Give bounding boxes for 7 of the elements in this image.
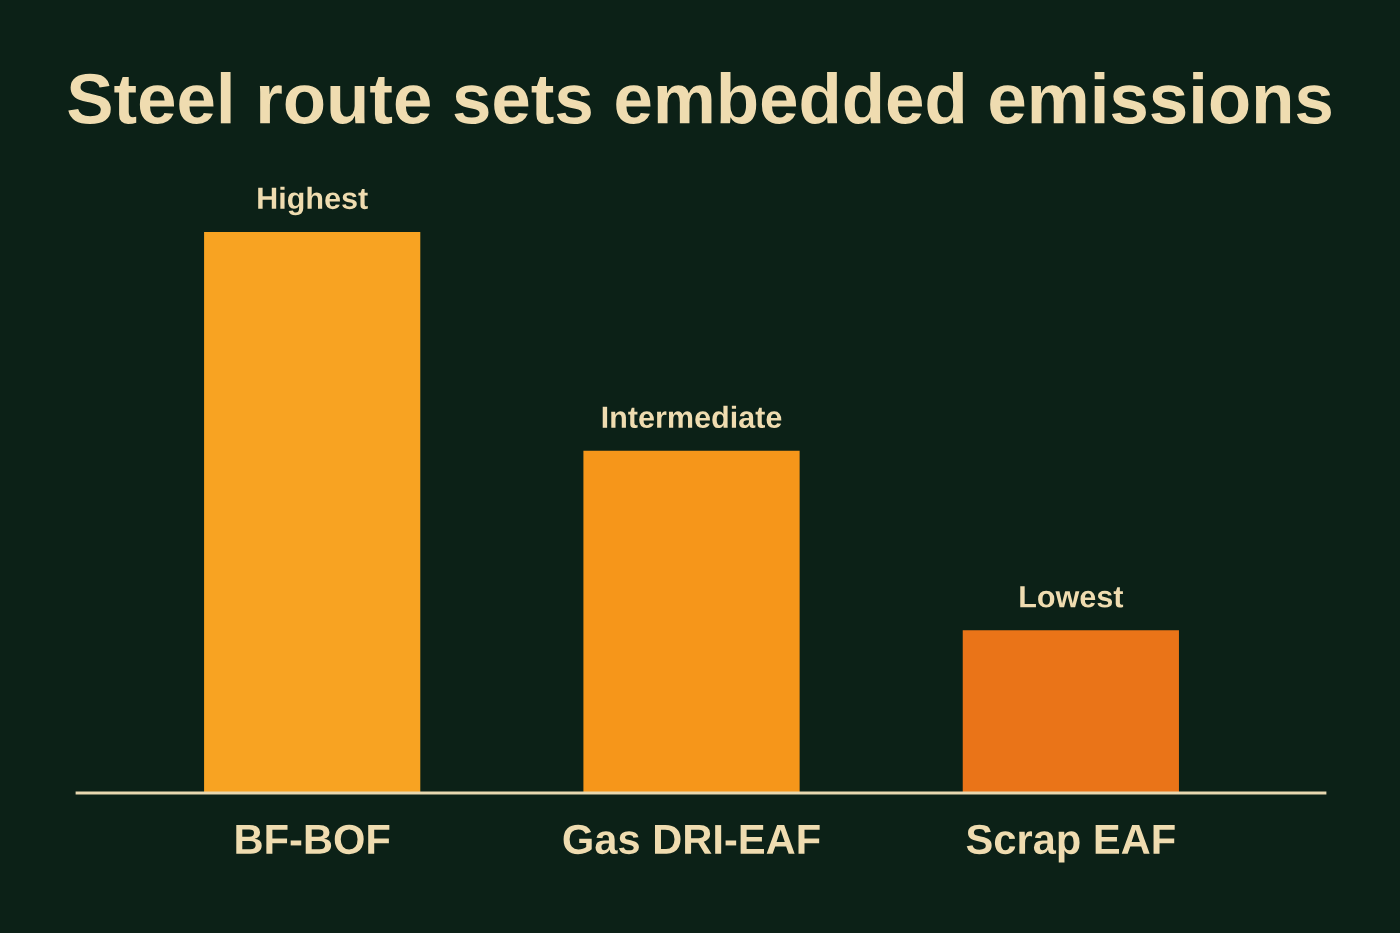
- x-tick-label: BF-BOF: [236, 824, 390, 855]
- x-tick-label: Scrap EAF: [966, 824, 1175, 863]
- annotation: Lowest: [1020, 586, 1124, 608]
- annotation: Highest: [258, 186, 368, 216]
- annotation: Intermediate: [602, 405, 782, 429]
- chart-title: Steel route sets embedded emissions: [68, 71, 1331, 125]
- x-tick-label: Gas DRI-EAF: [563, 824, 820, 855]
